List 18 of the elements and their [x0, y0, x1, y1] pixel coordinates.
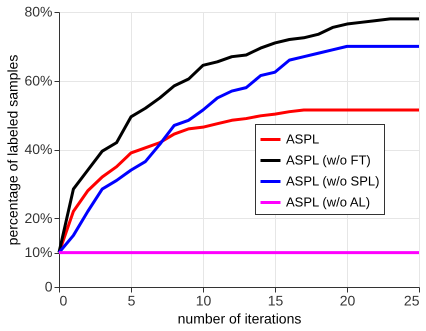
x-tick-label: 15	[268, 292, 284, 308]
legend-label: ASPL (w/o AL)	[286, 194, 370, 210]
y-tick-label: 10%	[24, 244, 52, 260]
x-tick-label: 5	[128, 292, 136, 308]
x-tick-label: 10	[196, 292, 212, 308]
y-tick-label: 0	[44, 278, 53, 294]
x-tick-label: 25	[404, 292, 420, 308]
y-tick-label: 60%	[24, 72, 52, 88]
x-tick-label: 0	[60, 292, 68, 308]
y-tick-label: 40%	[24, 141, 52, 157]
y-tick-label: 20%	[24, 210, 52, 226]
x-tick-label: 20	[340, 292, 356, 308]
legend-label: ASPL (w/o SPL)	[286, 174, 380, 188]
legend-label: ASPL	[286, 132, 320, 146]
legend-label: ASPL (w/o FT)	[286, 152, 371, 168]
y-axis-title: percentage of labeled samples	[4, 54, 20, 246]
x-axis-title: number of iterations	[178, 310, 302, 326]
y-tick-label: 80%	[24, 4, 52, 20]
